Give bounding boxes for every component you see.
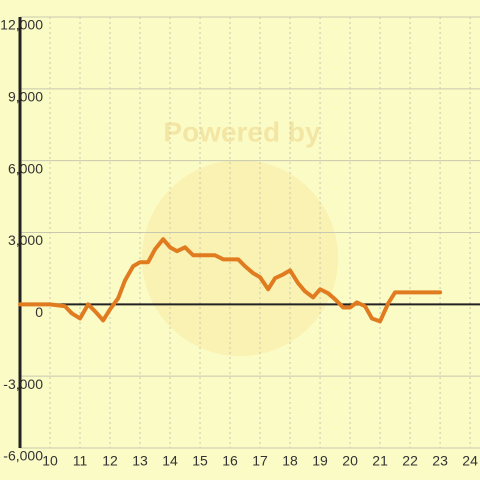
x-tick-label: 20 (342, 453, 358, 469)
x-tick-label: 11 (73, 453, 88, 469)
x-tick-label: 24 (462, 453, 478, 469)
x-tick-label: 14 (162, 453, 178, 469)
y-tick-label: 9,000 (8, 89, 43, 105)
y-tick-label: 6,000 (8, 160, 43, 176)
x-tick-label: 22 (402, 453, 418, 469)
x-tick-label: 15 (192, 453, 208, 469)
x-tick-label: 21 (372, 453, 388, 469)
x-tick-label: 12 (102, 453, 118, 469)
x-tick-label: 23 (432, 453, 448, 469)
data-line (18, 237, 443, 324)
y-tick-label: -3,000 (3, 376, 43, 392)
y-tick-label: 3,000 (8, 232, 43, 248)
x-tick-label: 16 (222, 453, 238, 469)
x-tick-label: 13 (132, 453, 148, 469)
x-tick-label: 19 (312, 453, 328, 469)
x-tick-label: 18 (282, 453, 298, 469)
x-tick-label: 10 (42, 453, 58, 469)
watermark: Powered by (163, 116, 321, 147)
watermark-logo (142, 160, 338, 356)
y-tick-label: 12,000 (0, 17, 43, 33)
x-tick-label: 17 (252, 453, 268, 469)
y-tick-label: 0 (35, 304, 43, 320)
y-tick-label: -6,000 (3, 448, 43, 464)
